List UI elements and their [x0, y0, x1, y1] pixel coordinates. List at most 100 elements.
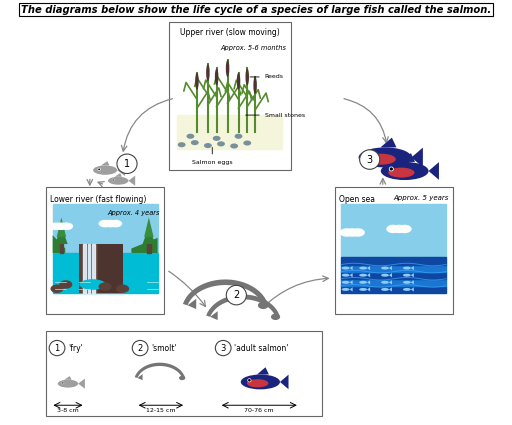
Ellipse shape [359, 274, 367, 277]
Polygon shape [400, 153, 415, 162]
Bar [342, 279, 446, 286]
Polygon shape [411, 273, 414, 278]
Ellipse shape [403, 281, 411, 284]
Ellipse shape [59, 280, 72, 289]
Bar [342, 272, 446, 279]
Ellipse shape [99, 282, 112, 291]
Ellipse shape [99, 220, 112, 227]
Ellipse shape [387, 225, 400, 233]
Polygon shape [389, 266, 392, 270]
FancyBboxPatch shape [335, 187, 453, 314]
Polygon shape [144, 217, 154, 237]
Polygon shape [206, 295, 280, 317]
Bar [342, 204, 446, 258]
Polygon shape [142, 226, 155, 244]
Ellipse shape [342, 281, 350, 284]
Ellipse shape [109, 220, 122, 227]
Polygon shape [57, 217, 66, 237]
Ellipse shape [243, 141, 251, 146]
Circle shape [359, 150, 380, 169]
Ellipse shape [345, 228, 359, 237]
Ellipse shape [381, 162, 429, 180]
Circle shape [117, 154, 137, 173]
Bar [147, 244, 151, 253]
Ellipse shape [116, 284, 129, 293]
Ellipse shape [381, 288, 389, 291]
Bar [60, 244, 63, 253]
Text: Approx. 5-6 months: Approx. 5-6 months [221, 45, 287, 51]
Polygon shape [411, 266, 414, 270]
Polygon shape [411, 280, 414, 284]
Ellipse shape [217, 142, 225, 147]
Bar [177, 115, 282, 149]
Ellipse shape [358, 147, 412, 167]
Polygon shape [129, 176, 135, 186]
Ellipse shape [234, 134, 243, 139]
Ellipse shape [359, 266, 367, 269]
Ellipse shape [271, 314, 280, 320]
Text: Approx. 4 years: Approx. 4 years [108, 210, 160, 216]
Polygon shape [367, 287, 370, 292]
Ellipse shape [403, 266, 411, 269]
Polygon shape [280, 375, 289, 389]
Text: Small stones: Small stones [246, 113, 305, 118]
Bar [92, 244, 95, 293]
Ellipse shape [186, 134, 195, 139]
Circle shape [368, 153, 373, 158]
Polygon shape [367, 266, 370, 270]
Text: 1: 1 [54, 343, 60, 353]
Text: Lower river (fast flowing): Lower river (fast flowing) [51, 195, 147, 204]
Polygon shape [429, 162, 439, 180]
Ellipse shape [215, 68, 219, 85]
Text: 70-76 cm: 70-76 cm [244, 408, 274, 413]
Ellipse shape [58, 380, 78, 388]
Text: 3: 3 [221, 343, 226, 353]
Polygon shape [117, 164, 125, 176]
Ellipse shape [398, 225, 412, 233]
Ellipse shape [359, 281, 367, 284]
Polygon shape [135, 363, 185, 378]
Bar [83, 244, 86, 293]
Ellipse shape [108, 177, 129, 185]
Ellipse shape [230, 144, 238, 148]
Polygon shape [78, 379, 85, 389]
Ellipse shape [212, 136, 221, 141]
Polygon shape [350, 287, 353, 292]
Polygon shape [367, 280, 370, 284]
Ellipse shape [381, 281, 389, 284]
Circle shape [49, 340, 65, 356]
Ellipse shape [195, 73, 199, 90]
Ellipse shape [253, 77, 257, 94]
Text: 1: 1 [124, 159, 130, 169]
Text: Salmon eggs: Salmon eggs [192, 147, 232, 164]
Text: 'smolt': 'smolt' [151, 343, 177, 353]
Bar [53, 204, 158, 253]
Circle shape [368, 153, 372, 157]
Ellipse shape [367, 154, 396, 165]
Ellipse shape [51, 284, 63, 293]
Ellipse shape [179, 376, 185, 380]
Bar [342, 258, 446, 264]
Circle shape [98, 168, 101, 171]
Polygon shape [79, 244, 98, 293]
Polygon shape [389, 280, 392, 284]
Ellipse shape [237, 73, 240, 90]
Text: 3-8 cm: 3-8 cm [57, 408, 79, 413]
Ellipse shape [247, 379, 268, 387]
Text: 12-15 cm: 12-15 cm [146, 408, 176, 413]
FancyBboxPatch shape [46, 331, 322, 416]
Text: 2: 2 [138, 343, 143, 353]
Polygon shape [132, 238, 158, 253]
Polygon shape [187, 299, 196, 309]
Text: 'fry': 'fry' [68, 343, 83, 353]
Bar [342, 264, 446, 272]
Polygon shape [55, 226, 68, 244]
Polygon shape [350, 266, 353, 270]
Circle shape [61, 382, 64, 384]
Bar [342, 286, 446, 293]
Text: The diagrams below show the life cycle of a species of large fish called the sal: The diagrams below show the life cycle o… [21, 5, 491, 15]
Ellipse shape [392, 225, 406, 233]
FancyBboxPatch shape [168, 22, 291, 170]
Polygon shape [411, 287, 414, 292]
Ellipse shape [403, 288, 411, 291]
